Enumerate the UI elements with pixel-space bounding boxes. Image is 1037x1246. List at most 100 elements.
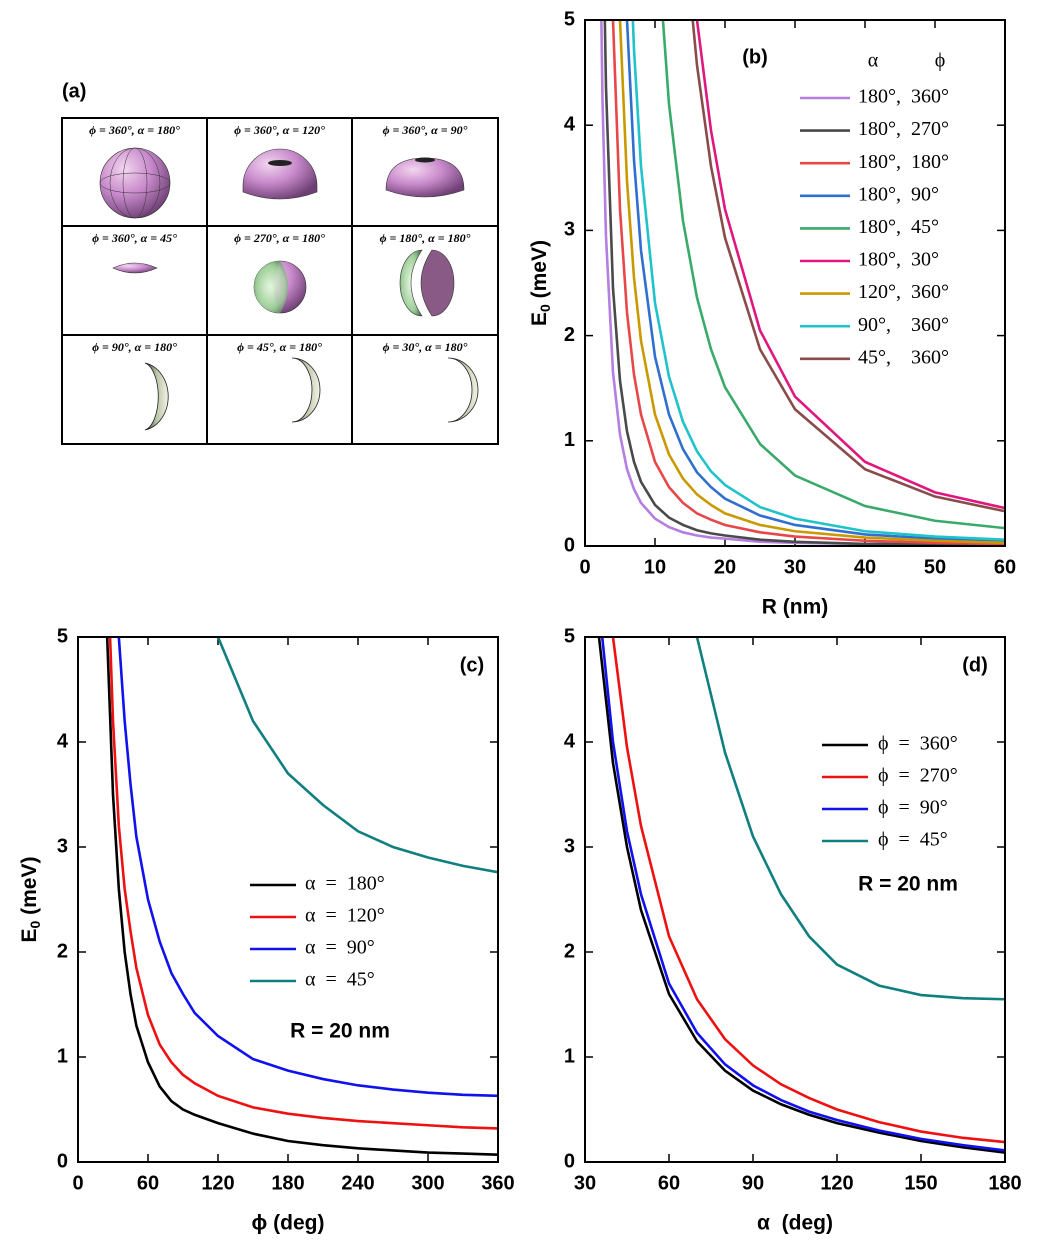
annotation: R = 20 nm — [858, 873, 958, 896]
sphere-full — [99, 147, 171, 219]
crescent-30 — [447, 357, 479, 423]
legend-label: ϕ = 270° — [878, 765, 958, 787]
legend-label: 180°, 270° — [858, 118, 949, 140]
y-tick-label: 4 — [564, 730, 576, 752]
plot: 30 60 90 120 150 180 0 1 2 3 4 5 ϕ = 360° ϕ = 270° ϕ =… — [564, 625, 1022, 1235]
legend-label: α = 90° — [305, 937, 375, 959]
crescent-45 — [291, 357, 321, 423]
cell-title: ϕ = 360°, α = 180° — [89, 123, 180, 137]
x-tick-label: 240 — [341, 1172, 374, 1194]
panel-label: (d) — [962, 654, 988, 676]
x-tick-label: 60 — [994, 556, 1016, 578]
crescent-90 — [144, 362, 169, 431]
plot: 0 60 120 180 240 300 360 0 1 2 3 4 5 α = 180° α = 120°… — [18, 625, 515, 1235]
sphere-270 — [253, 260, 307, 314]
series-line — [117, 637, 498, 1098]
y-tick-label: 0 — [564, 1150, 575, 1172]
cell-title: ϕ = 360°, α = 120° — [234, 123, 325, 137]
x-tick-label: 0 — [72, 1172, 83, 1194]
x-axis-label: R (nm) — [762, 596, 829, 619]
x-tick-label: 180 — [988, 1172, 1021, 1194]
x-axis-label: ϕ (deg) — [252, 1212, 325, 1235]
y-tick-label: 2 — [564, 940, 575, 962]
x-tick-label: 50 — [924, 556, 946, 578]
legend-label: α = 45° — [305, 969, 375, 991]
x-tick-label: 120 — [820, 1172, 853, 1194]
x-tick-label: 120 — [201, 1172, 234, 1194]
legend-label: ϕ = 90° — [878, 797, 948, 819]
half-sphere-180 — [399, 249, 455, 317]
cell-title: ϕ = 180°, α = 180° — [380, 231, 471, 245]
plot-frame — [584, 19, 1006, 547]
cell-title: ϕ = 360°, α = 90° — [383, 123, 468, 137]
y-axis-label-sub: 0 — [537, 304, 553, 312]
series-line — [611, 637, 1005, 1144]
x-tick-label: 180 — [271, 1172, 304, 1194]
series-line — [691, 20, 1005, 513]
x-tick-label: 40 — [854, 556, 876, 578]
y-tick-label: 0 — [564, 534, 575, 556]
y-tick-label: 5 — [564, 8, 575, 30]
series-line — [105, 637, 498, 1156]
x-axis-label: α (deg) — [757, 1212, 833, 1235]
legend-label: 180°, 30° — [858, 249, 939, 271]
y-tick-label: 1 — [564, 429, 575, 451]
y-tick-label: 1 — [564, 1045, 575, 1067]
legend-label: ϕ = 360° — [878, 733, 958, 755]
y-axis-label-main: E — [528, 312, 551, 326]
sphere-cut-120 — [242, 148, 318, 200]
cell-title: ϕ = 360°, α = 45° — [92, 231, 177, 245]
plot: 0 10 20 30 40 50 60 0 1 2 3 4 5 180°, 360° 180°, 270° 1… — [528, 8, 1017, 619]
series-line — [625, 20, 1005, 543]
plot-frame — [77, 636, 499, 1163]
legend-label: 180°, 90° — [858, 183, 939, 205]
legend-label: 90°, 360° — [858, 314, 949, 336]
panel-label: (a) — [62, 80, 86, 102]
cap-45 — [112, 262, 158, 274]
legend-label: 180°, 360° — [858, 86, 949, 108]
x-tick-label: 0 — [579, 556, 590, 578]
y-axis-label-main: E — [18, 928, 41, 942]
legend-header: α — [868, 50, 879, 72]
panel-label: (c) — [460, 654, 484, 676]
y-tick-label: 3 — [564, 835, 575, 857]
dome-90 — [385, 157, 465, 198]
legend-label: ϕ = 45° — [878, 829, 948, 851]
y-tick-label: 3 — [57, 835, 68, 857]
cell-title: ϕ = 45°, α = 180° — [237, 340, 322, 354]
series-line — [603, 20, 1005, 546]
legend-label: α = 120° — [305, 905, 385, 927]
x-tick-label: 30 — [574, 1172, 596, 1194]
x-tick-label: 60 — [658, 1172, 680, 1194]
x-tick-label: 60 — [137, 1172, 159, 1194]
series-line — [695, 20, 1005, 510]
x-tick-label: 20 — [714, 556, 736, 578]
grid-frame — [61, 117, 499, 445]
cell-title: ϕ = 30°, α = 180° — [383, 340, 468, 354]
series-line — [618, 20, 1005, 545]
series-line — [600, 20, 1005, 546]
x-tick-label: 10 — [644, 556, 666, 578]
series-line — [661, 20, 1005, 530]
y-tick-label: 0 — [57, 1150, 68, 1172]
y-tick-label: 4 — [564, 113, 576, 135]
legend-label: α = 180° — [305, 873, 385, 895]
series-line — [108, 637, 498, 1130]
panel-a-grid — [61, 117, 499, 445]
legend-label: 180°, 180° — [858, 151, 949, 173]
series-line — [611, 20, 1005, 546]
panel-label: (b) — [742, 46, 768, 68]
x-tick-label: 30 — [784, 556, 806, 578]
legend-header: ϕ — [935, 50, 946, 72]
y-tick-label: 1 — [57, 1045, 68, 1067]
y-tick-label: 3 — [564, 219, 575, 241]
y-tick-label: 4 — [57, 730, 69, 752]
legend-label: 45°, 360° — [858, 346, 949, 368]
y-tick-label: 2 — [57, 940, 68, 962]
x-tick-label: 90 — [742, 1172, 764, 1194]
cell-title: ϕ = 90°, α = 180° — [92, 340, 177, 354]
y-tick-label: 2 — [564, 324, 575, 346]
y-axis-label: E0 (meV) — [528, 240, 553, 326]
y-axis-label-unit: (meV) — [18, 857, 41, 921]
